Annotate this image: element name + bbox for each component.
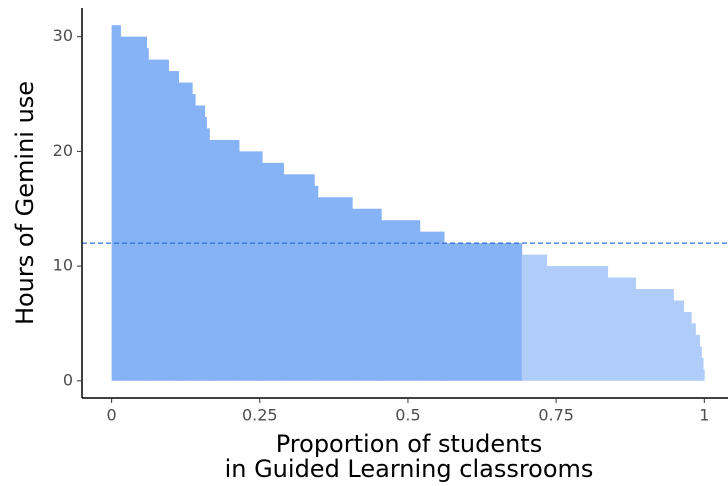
bar bbox=[178, 82, 193, 381]
x-axis-label: Proportion of students bbox=[276, 430, 542, 458]
bar bbox=[701, 357, 704, 381]
bar bbox=[695, 334, 700, 381]
bar bbox=[546, 266, 609, 381]
y-tick-label: 20 bbox=[53, 141, 73, 160]
bar bbox=[381, 220, 421, 381]
y-axis-label: Hours of Gemini use bbox=[11, 81, 39, 325]
bar bbox=[419, 231, 445, 381]
bar bbox=[283, 174, 315, 381]
bar bbox=[120, 36, 147, 381]
bar bbox=[314, 185, 319, 381]
y-tick-label: 0 bbox=[63, 370, 73, 389]
bar bbox=[691, 323, 696, 381]
x-tick-label: 0 bbox=[107, 406, 117, 425]
bar bbox=[444, 243, 523, 381]
x-axis-label: in Guided Learning classrooms bbox=[225, 455, 594, 483]
bar bbox=[699, 346, 702, 381]
bar bbox=[204, 116, 207, 381]
bar bbox=[111, 25, 121, 381]
bar bbox=[521, 254, 548, 381]
x-tick-label: 0.5 bbox=[395, 406, 420, 425]
bar bbox=[209, 139, 240, 381]
bar bbox=[317, 197, 353, 381]
y-tick-label: 10 bbox=[53, 256, 73, 275]
bar bbox=[635, 289, 674, 381]
bar bbox=[683, 311, 692, 381]
bar bbox=[262, 162, 284, 381]
bar bbox=[146, 48, 149, 381]
bar bbox=[168, 71, 180, 381]
x-tick-label: 1 bbox=[699, 406, 709, 425]
bar bbox=[206, 128, 210, 381]
bar bbox=[195, 105, 206, 381]
bar bbox=[148, 59, 169, 381]
x-tick-label: 0.25 bbox=[242, 406, 278, 425]
bar bbox=[673, 300, 684, 381]
bar bbox=[192, 94, 196, 381]
x-tick-label: 0.75 bbox=[538, 406, 574, 425]
bar bbox=[239, 151, 263, 381]
bar bbox=[607, 277, 636, 381]
y-tick-label: 30 bbox=[53, 26, 73, 45]
bar bbox=[352, 208, 382, 381]
bar bbox=[703, 369, 705, 381]
